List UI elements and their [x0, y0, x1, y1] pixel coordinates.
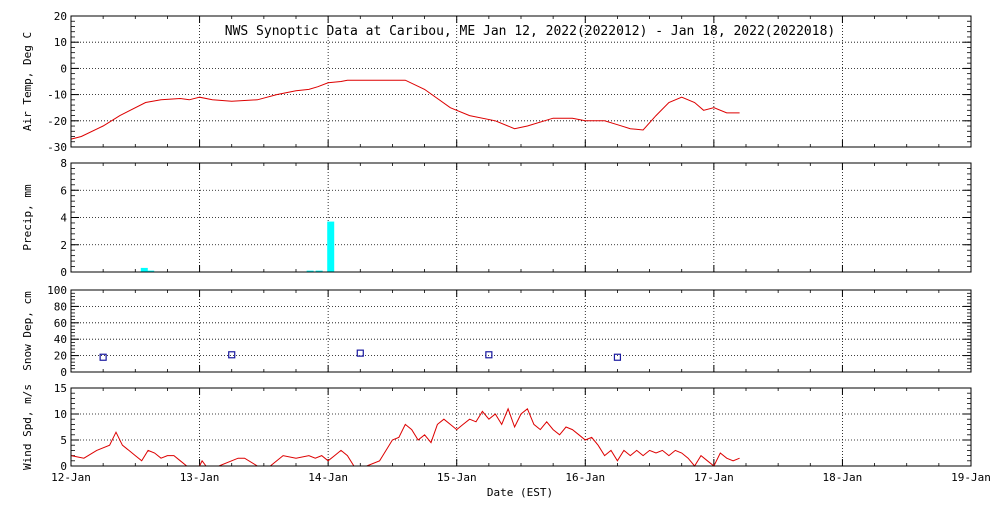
y-tick-label: 20 [54, 10, 67, 23]
y-tick-label: 15 [54, 382, 67, 395]
snow-depth-point [356, 349, 364, 357]
y-tick-label: 100 [47, 284, 67, 297]
y-tick-label: -20 [47, 115, 67, 128]
x-tick-label: 18-Jan [823, 471, 863, 484]
x-tick-label: 13-Jan [180, 471, 220, 484]
y-axis-label: Air Temp, Deg C [21, 32, 34, 131]
chart-title: NWS Synoptic Data at Caribou, ME Jan 12,… [225, 24, 835, 39]
x-tick-label: 16-Jan [565, 471, 605, 484]
y-tick-label: 80 [54, 300, 67, 313]
y-tick-label: 60 [54, 317, 67, 330]
y-tick-label: 0 [60, 62, 67, 75]
precip-bar [140, 267, 148, 272]
y-axis-label: Precip, mm [21, 184, 34, 251]
x-tick-label: 17-Jan [694, 471, 734, 484]
y-tick-label: 40 [54, 333, 67, 346]
x-tick-label: 19-Jan [951, 471, 991, 484]
precip-bar [327, 221, 335, 272]
wind-speed-series-line [70, 407, 740, 467]
x-tick-label: 12-Jan [51, 471, 91, 484]
precip-bar [306, 270, 314, 272]
panel-frame [70, 387, 972, 467]
x-tick-label: 14-Jan [308, 471, 348, 484]
panel-frame [70, 162, 972, 273]
y-tick-label: 0 [60, 460, 67, 473]
y-tick-label: -30 [47, 141, 67, 154]
snow-depth-point [228, 351, 236, 359]
y-tick-label: -10 [47, 89, 67, 102]
y-tick-label: 6 [60, 184, 67, 197]
y-tick-label: 5 [60, 434, 67, 447]
y-tick-label: 10 [54, 408, 67, 421]
x-tick-label: 15-Jan [437, 471, 477, 484]
y-tick-label: 8 [60, 157, 67, 170]
precip-bar [147, 270, 155, 272]
y-tick-label: 0 [60, 366, 67, 379]
panel-frame [70, 289, 972, 373]
x-axis-label: Date (EST) [487, 486, 553, 499]
snow-depth-point [485, 351, 493, 359]
precip-bar [315, 270, 323, 272]
panel-frame [70, 15, 972, 148]
snow-depth-point [99, 353, 107, 361]
y-axis-label: Wind Spd, m/s [21, 384, 34, 470]
y-tick-label: 2 [60, 239, 67, 252]
y-tick-label: 4 [60, 212, 67, 225]
snow-depth-point [613, 353, 622, 361]
y-axis-label: Snow Dep, cm [21, 291, 34, 371]
y-tick-label: 10 [54, 36, 67, 49]
y-tick-label: 20 [54, 350, 67, 363]
y-tick-label: 0 [60, 266, 67, 279]
air-temp-series-line [70, 79, 740, 140]
